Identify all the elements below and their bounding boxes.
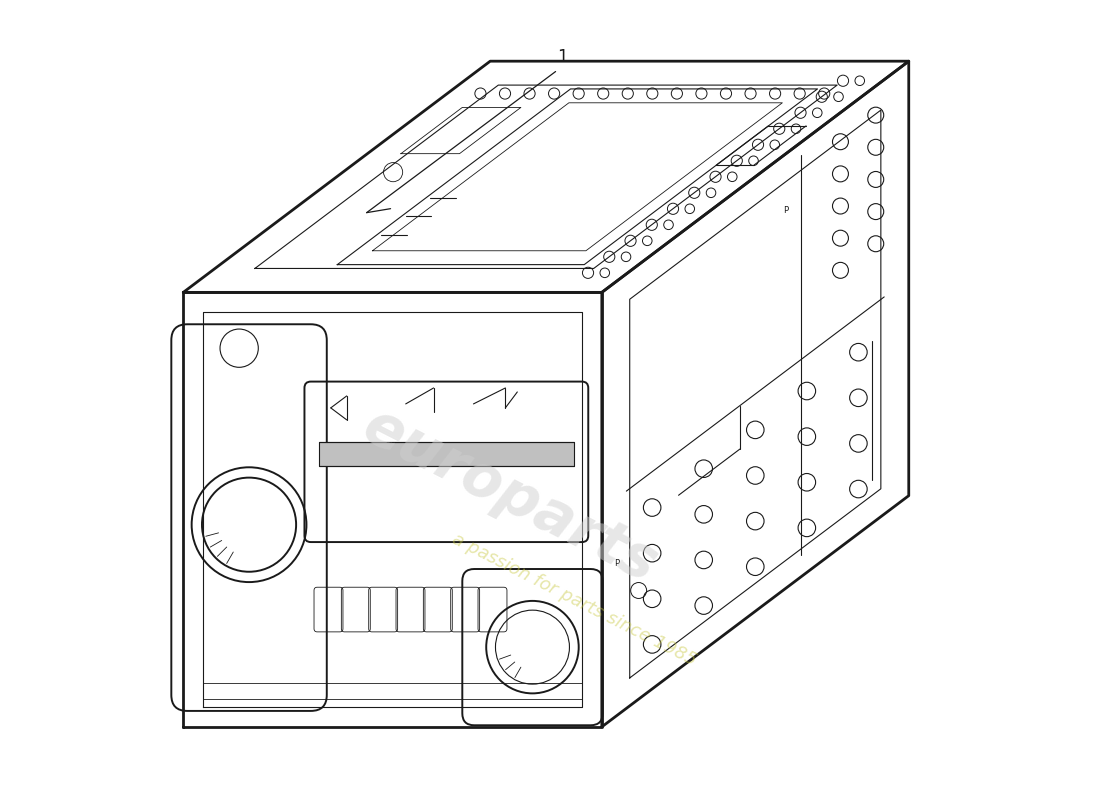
Text: P: P [615,558,619,568]
Text: europarts: europarts [353,397,667,594]
Bar [319,442,574,466]
Text: P: P [783,206,789,214]
Text: 1: 1 [557,48,568,66]
Text: a passion for parts since 1985: a passion for parts since 1985 [449,530,700,669]
